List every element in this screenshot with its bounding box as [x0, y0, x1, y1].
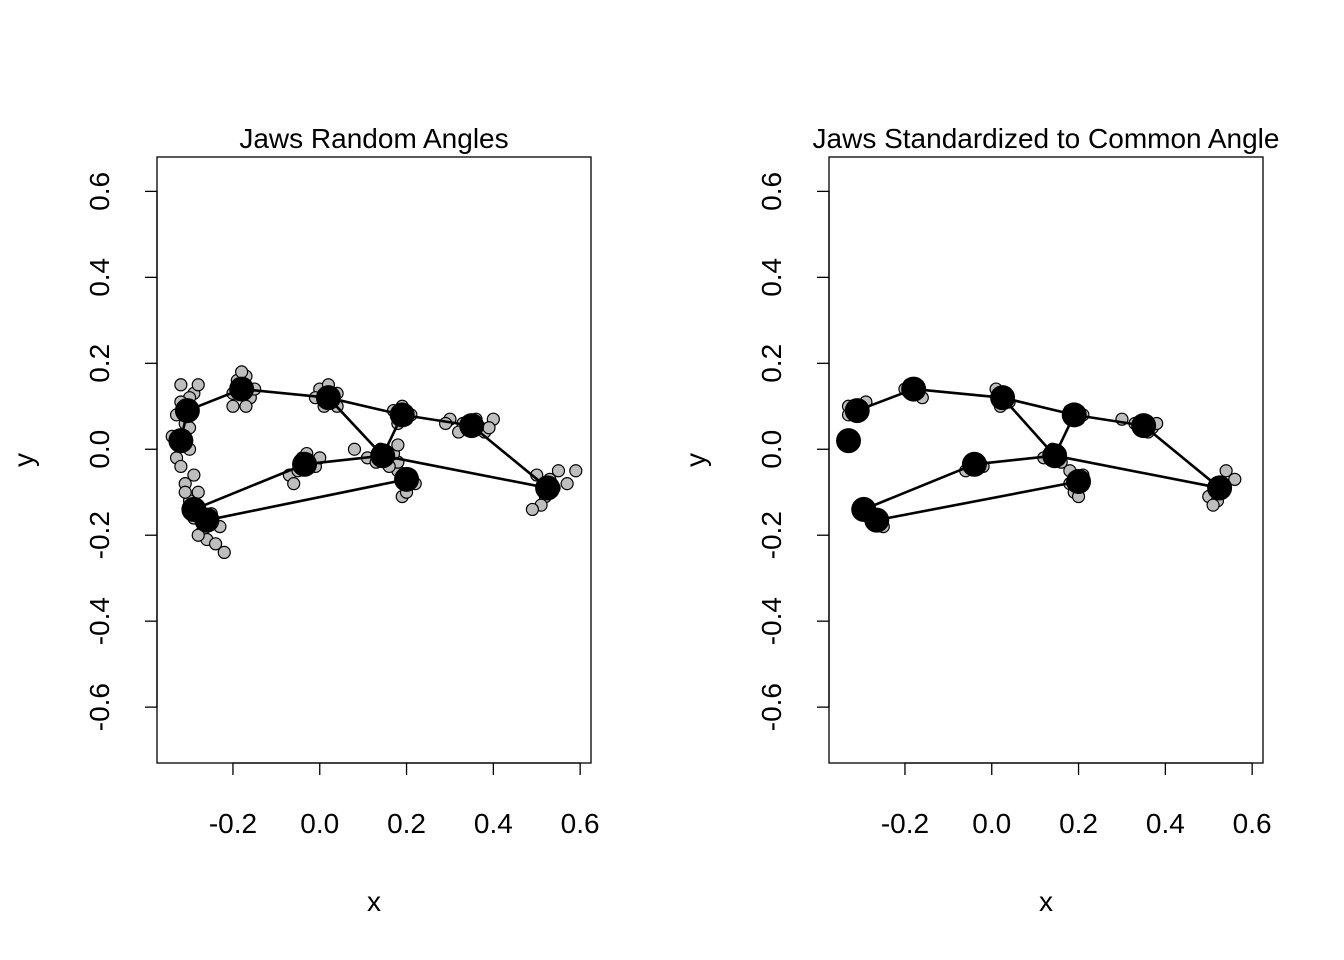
mean-landmark — [315, 385, 341, 411]
mean-landmark — [174, 398, 200, 424]
x-axis-label: x — [367, 886, 381, 917]
specimen-point — [191, 378, 205, 392]
mean-shape-points — [836, 376, 1233, 533]
y-tick-label: -0.6 — [756, 683, 787, 731]
mean-shape-link — [863, 463, 975, 511]
y-tick-label: 0.4 — [84, 258, 115, 297]
mean-shape-link — [328, 396, 403, 417]
specimen-point — [217, 545, 231, 560]
y-tick-label: -0.2 — [756, 511, 787, 559]
mean-landmark — [844, 398, 870, 424]
specimen-point — [391, 438, 405, 452]
specimen-point — [191, 528, 205, 542]
x-tick-label: 0.4 — [1146, 808, 1185, 839]
specimen-point — [560, 477, 574, 491]
mean-shape-link — [304, 454, 383, 466]
mean-shape-link — [974, 454, 1055, 466]
mean-shape-link — [327, 396, 384, 457]
mean-landmark — [851, 496, 877, 522]
mean-landmark — [1131, 413, 1157, 439]
chart-title: Jaws Random Angles — [239, 123, 508, 154]
x-tick-label: 0.6 — [1233, 808, 1272, 839]
y-tick-label: -0.2 — [84, 511, 115, 559]
mean-landmark — [1042, 443, 1068, 469]
mean-shape-link — [470, 424, 549, 489]
mean-shape-link — [206, 478, 407, 522]
y-tick-label: 0.6 — [756, 172, 787, 211]
x-axis-label: x — [1039, 886, 1053, 917]
mean-landmark — [1061, 402, 1087, 428]
specimen-point — [525, 502, 540, 517]
mean-shape-link — [193, 463, 306, 511]
mean-shape-link — [1054, 454, 1220, 490]
y-axis-label: y — [8, 453, 39, 467]
x-axis: -0.2 0.0 0.2 0.4 0.6 — [209, 762, 600, 839]
mean-landmark — [292, 451, 318, 477]
x-axis: -0.2 0.0 0.2 0.4 0.6 — [881, 762, 1272, 839]
y-tick-label: 0.6 — [84, 172, 115, 211]
specimen-point — [235, 365, 249, 379]
x-tick-label: 0.2 — [387, 808, 426, 839]
y-tick-label: -0.4 — [84, 597, 115, 645]
x-tick-label: -0.2 — [209, 808, 257, 839]
specimen-point — [482, 421, 496, 435]
y-tick-label: 0.4 — [756, 258, 787, 297]
mean-landmark — [1066, 468, 1092, 494]
y-tick-label: -0.4 — [756, 597, 787, 645]
specimen-point — [187, 468, 201, 482]
x-tick-label: 0.4 — [474, 808, 513, 839]
y-axis: -0.6 -0.4 -0.2 0.0 0.2 0.4 0.6 — [84, 172, 158, 731]
mean-landmark — [168, 428, 194, 454]
y-tick-label: 0.0 — [84, 430, 115, 469]
mean-landmark — [394, 466, 420, 492]
mean-landmark — [990, 385, 1016, 411]
specimen-point — [174, 459, 188, 474]
panel-jaws-standardized: Jaws Standardized to Common Angle x y -0.2 0… — [680, 123, 1279, 917]
mean-shape-link — [1001, 396, 1056, 457]
y-tick-label: 0.2 — [84, 344, 115, 383]
specimen-point — [569, 464, 583, 478]
specimen-point — [178, 485, 192, 499]
mean-landmark — [370, 443, 396, 469]
y-tick-label: 0.2 — [756, 344, 787, 383]
mean-landmark — [901, 376, 927, 402]
y-axis: -0.6 -0.4 -0.2 0.0 0.2 0.4 0.6 — [756, 172, 830, 731]
specimen-point — [239, 399, 253, 413]
x-tick-label: -0.2 — [881, 808, 929, 839]
mean-landmark — [389, 402, 415, 428]
specimen-point — [208, 537, 223, 551]
mean-landmark — [459, 413, 485, 439]
x-tick-label: 0.6 — [561, 808, 600, 839]
mean-shape-link — [876, 480, 1079, 522]
mean-landmark — [961, 451, 987, 477]
mean-landmark — [535, 475, 561, 501]
x-tick-label: 0.0 — [300, 808, 339, 839]
mean-shape-link — [382, 454, 548, 490]
y-axis-label: y — [680, 453, 711, 467]
mean-landmark — [181, 496, 207, 522]
specimen-point — [1228, 472, 1242, 486]
mean-landmark — [229, 376, 255, 402]
chart-title: Jaws Standardized to Common Angle — [813, 123, 1280, 154]
y-tick-label: -0.6 — [84, 683, 115, 731]
specimen-point — [191, 485, 205, 499]
y-tick-label: 0.0 — [756, 430, 787, 469]
mean-shape-link — [241, 387, 329, 399]
mean-shape-points — [168, 376, 561, 533]
mean-shape-link — [1142, 424, 1221, 489]
x-tick-label: 0.2 — [1059, 808, 1098, 839]
specimen-point — [226, 399, 240, 413]
specimen-point — [287, 477, 301, 491]
mean-landmark — [1207, 475, 1233, 501]
specimen-point — [174, 378, 188, 392]
specimen-point — [1206, 498, 1220, 512]
specimen-point — [1219, 464, 1233, 478]
specimen-point — [551, 464, 566, 478]
mean-landmark — [836, 428, 862, 454]
mean-shape-link — [913, 387, 1003, 399]
specimen-point — [347, 442, 362, 456]
x-tick-label: 0.0 — [972, 808, 1011, 839]
